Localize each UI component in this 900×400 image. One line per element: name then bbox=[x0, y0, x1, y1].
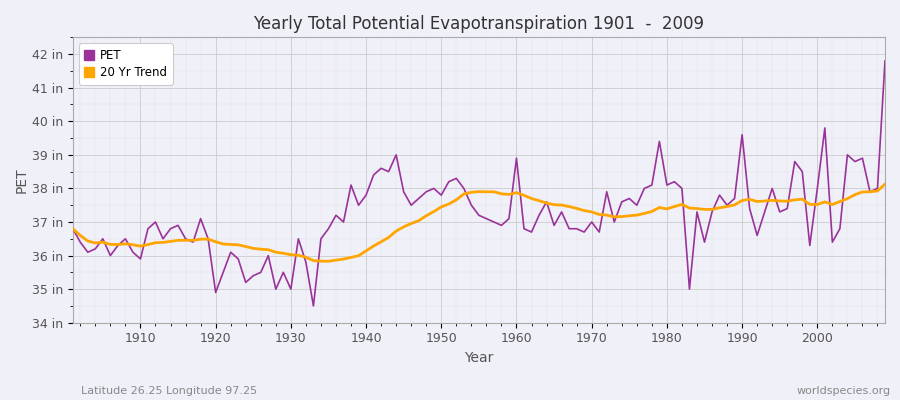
PET bbox=[511, 156, 522, 161]
20 Yr Trend bbox=[293, 253, 304, 258]
20 Yr Trend bbox=[879, 182, 890, 186]
Legend: PET, 20 Yr Trend: PET, 20 Yr Trend bbox=[78, 43, 173, 84]
PET bbox=[68, 226, 78, 231]
20 Yr Trend bbox=[608, 214, 619, 219]
X-axis label: Year: Year bbox=[464, 351, 493, 365]
Line: 20 Yr Trend: 20 Yr Trend bbox=[73, 184, 885, 261]
Text: Latitude 26.25 Longitude 97.25: Latitude 26.25 Longitude 97.25 bbox=[81, 386, 257, 396]
Y-axis label: PET: PET bbox=[15, 167, 29, 193]
Text: worldspecies.org: worldspecies.org bbox=[796, 386, 891, 396]
PET bbox=[128, 250, 139, 255]
20 Yr Trend bbox=[518, 193, 529, 198]
Title: Yearly Total Potential Evapotranspiration 1901  -  2009: Yearly Total Potential Evapotranspiratio… bbox=[254, 15, 705, 33]
PET bbox=[518, 226, 529, 231]
PET bbox=[346, 183, 356, 188]
20 Yr Trend bbox=[128, 242, 139, 247]
PET bbox=[308, 304, 319, 308]
20 Yr Trend bbox=[68, 226, 78, 231]
20 Yr Trend bbox=[323, 259, 334, 264]
20 Yr Trend bbox=[346, 255, 356, 260]
PET bbox=[293, 236, 304, 241]
Line: PET: PET bbox=[73, 61, 885, 306]
20 Yr Trend bbox=[511, 190, 522, 195]
PET bbox=[879, 58, 890, 63]
PET bbox=[608, 220, 619, 224]
